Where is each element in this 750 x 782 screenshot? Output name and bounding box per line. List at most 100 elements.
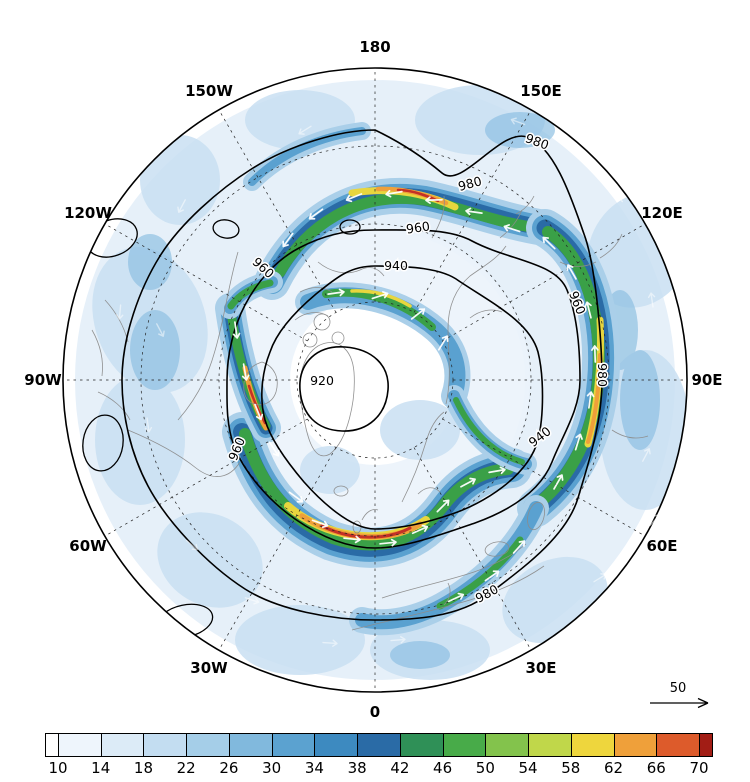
- wind-arrow: [512, 540, 526, 554]
- coastline: [484, 541, 510, 557]
- wind-arrow: [282, 232, 294, 248]
- wind-arrow: [308, 208, 324, 220]
- colorbar-cell: [529, 734, 572, 756]
- wind-arrow: [268, 441, 280, 457]
- jet-band-segment: [586, 353, 602, 444]
- wind-arrow: [411, 524, 429, 535]
- jet-band-segment: [247, 384, 267, 425]
- wind-arrow: [593, 573, 607, 583]
- wind-arrow: [584, 301, 592, 319]
- jet-band-segment: [320, 524, 412, 539]
- wind-arrow: [177, 199, 186, 213]
- wind-arrow: [510, 117, 526, 126]
- wind-arrow: [553, 474, 564, 490]
- wind-arrow: [436, 499, 450, 513]
- longitude-labels: 180 150E 120E 90E 60E 30E 0 30W 60W 90W …: [24, 38, 722, 721]
- colorbar-tick-label: 10: [48, 759, 68, 777]
- colorbar-tick-label: 58: [561, 759, 581, 777]
- wind-arrow: [465, 207, 483, 216]
- wind-arrow: [586, 391, 595, 409]
- colorbar-tick-label: 30: [262, 759, 282, 777]
- wind-arrow: [345, 193, 363, 203]
- colorbar-tick-label: 18: [133, 759, 153, 777]
- coastlines: [91, 195, 649, 631]
- wind-arrow: [649, 514, 661, 526]
- wind-arrow: [390, 636, 406, 644]
- coastline: [499, 209, 523, 239]
- lon-label-120w: 120W: [64, 204, 112, 222]
- coastline: [443, 582, 451, 606]
- colorbar-cell: [614, 734, 658, 756]
- lon-label-30w: 30W: [190, 659, 228, 677]
- colorbar-tick-label: 62: [603, 759, 624, 777]
- wind-arrow: [566, 264, 577, 280]
- wind-arrow: [343, 535, 361, 544]
- colorbar-cell: [571, 734, 615, 756]
- wind-arrow: [591, 345, 599, 363]
- colorbar-cell: [59, 734, 102, 756]
- contour-label: 940: [384, 258, 408, 273]
- colorbar-tick-label: 50: [475, 759, 495, 777]
- coastline: [331, 331, 345, 345]
- wind-arrow: [574, 433, 583, 451]
- colorbar-cell: [400, 734, 444, 756]
- wind-arrow: [254, 403, 264, 421]
- wind-arrow: [503, 224, 521, 233]
- map-boundary-circle: [62, 67, 688, 693]
- jet-band-segment: [227, 279, 274, 310]
- colorbar-cell: [272, 734, 316, 756]
- wind-arrow: [437, 335, 449, 351]
- contour-label: 960: [405, 218, 431, 236]
- colorbar-cell: [229, 734, 273, 756]
- lon-label-60w: 60W: [69, 537, 107, 555]
- colorbar-tick-label: 70: [689, 759, 709, 777]
- coastline: [317, 261, 385, 277]
- coastline: [401, 411, 445, 503]
- lon-label-0: 0: [370, 703, 380, 721]
- lon-label-150w: 150W: [185, 82, 233, 100]
- reference-arrow-label: 50: [670, 681, 687, 696]
- colorbar-cell: [657, 734, 701, 756]
- colorbar-cell: [46, 734, 59, 756]
- wind-arrow: [460, 477, 476, 488]
- coastline: [611, 429, 649, 439]
- colorbar-tick-label: 14: [91, 759, 111, 777]
- coastline: [515, 195, 535, 215]
- coastline: [313, 313, 331, 331]
- coastline: [299, 342, 355, 457]
- coastline: [177, 251, 239, 421]
- coastline: [431, 195, 445, 239]
- lon-label-120e: 120E: [641, 204, 683, 222]
- colorbar-tick-label: 46: [433, 759, 453, 777]
- coastline: [527, 501, 545, 531]
- lon-label-150e: 150E: [520, 82, 562, 100]
- wind-arrow: [185, 539, 199, 551]
- jet-band-segment: [453, 397, 525, 465]
- wind-arrow: [647, 292, 656, 308]
- colorbar: 10 14 18 22 26 30 34 38 42 46 50 54 58 62 66 70: [45, 733, 713, 779]
- wind-arrow: [385, 189, 403, 198]
- colorbar-tick-label: 42: [390, 759, 410, 777]
- reference-arrow-glyph: [650, 697, 709, 709]
- colorbar-tick-label: 22: [176, 759, 196, 777]
- wind-arrow: [288, 491, 304, 503]
- colorbar-tick-label: 38: [347, 759, 367, 777]
- coastline: [351, 565, 545, 631]
- wind-arrow: [116, 304, 124, 320]
- wind-arrow: [410, 308, 426, 320]
- coastline: [91, 329, 103, 377]
- wind-arrow: [244, 597, 260, 605]
- coastline: [302, 332, 318, 348]
- wind-arrow: [144, 417, 153, 433]
- coastline: [469, 309, 503, 319]
- polar-map: 920 940 940 960 960 960 960 980 980 980 …: [24, 38, 723, 721]
- wind-arrow: [425, 196, 443, 204]
- lon-label-90e: 90E: [691, 371, 722, 389]
- wind-arrow: [642, 448, 651, 462]
- colorbar-tick-label: 54: [518, 759, 538, 777]
- wind-arrow: [327, 288, 345, 297]
- lon-label-180: 180: [359, 38, 390, 56]
- wind-arrow: [447, 592, 465, 603]
- coastline: [559, 261, 597, 267]
